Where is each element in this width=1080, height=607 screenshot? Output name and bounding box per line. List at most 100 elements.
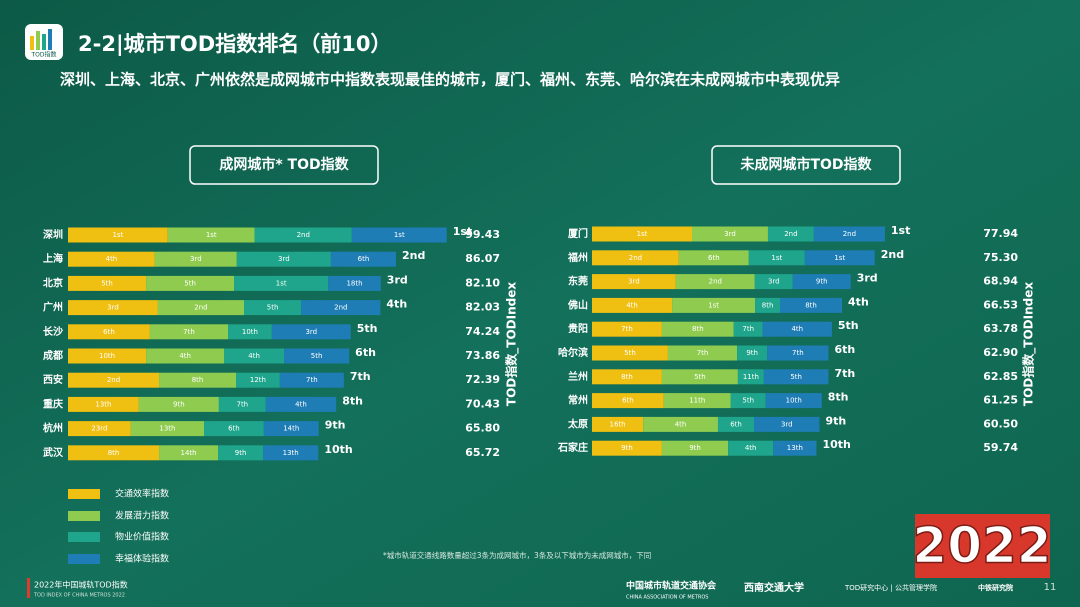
segment-rank: 2nd [629,254,642,262]
index-value: 65.80 [465,422,500,435]
bar-segment [301,300,381,316]
bar-segment [773,440,817,456]
segment-rank: 8th [805,301,817,309]
segment-rank: 8th [192,376,204,384]
category-label: 常州 [568,394,588,407]
index-value: 74.24 [465,325,500,338]
segment-rank: 13th [787,444,803,452]
segment-rank: 4th [791,325,803,333]
badge-box [915,514,1050,578]
bar-segment [146,275,235,291]
index-value: 62.85 [983,370,1018,383]
segment-rank: 1st [834,254,845,262]
bar-segment [592,226,693,242]
bar-segment [762,321,832,337]
overall-rank: 8th [828,391,849,404]
category-label: 东莞 [568,275,588,288]
category-label: 贵阳 [568,322,588,335]
bar-segment [204,421,264,437]
legend-label: 物业价值指数 [115,531,169,543]
bar-segment [672,297,756,313]
segment-rank: 7th [697,349,709,357]
overall-rank: 1st [891,224,910,237]
bar-segment [68,421,131,437]
index-value: 60.50 [983,417,1018,430]
bar-segment [748,250,805,266]
segment-rank: 5th [267,304,279,312]
category-label: 武汉 [43,446,64,459]
bar-segment [592,250,679,266]
bar-segment [728,440,774,456]
segment-rank: 4th [248,352,260,360]
bar-segment [661,369,738,385]
segment-rank: 1st [112,231,123,239]
overall-rank: 4th [848,295,869,308]
category-label: 北京 [43,276,63,289]
bar-segment [767,345,829,361]
segment-rank: 3rd [190,255,202,263]
bar-segment [271,324,351,340]
overall-rank: 5th [838,319,859,332]
index-value: 77.94 [983,227,1018,240]
footer-marker [27,578,30,598]
page-number: 11 [1044,582,1057,593]
segment-rank: 13th [159,425,175,433]
bar-segment [592,297,673,313]
segment-rank: 1st [276,279,287,287]
segment-rank: 4th [295,400,307,408]
segment-rank: 8th [621,373,633,381]
legend-label: 幸福体验指数 [115,553,169,565]
segment-rank: 4th [179,352,191,360]
overall-rank: 7th [835,367,856,380]
segment-rank: 23rd [91,425,107,433]
bar-segment [68,348,147,364]
legend-swatch [68,489,100,499]
bar-segment [663,393,731,409]
segment-rank: 5th [101,279,113,287]
segment-rank: 6th [730,420,742,428]
bar-segment [351,227,447,243]
bar-segment [263,421,319,437]
index-value: 99.43 [465,228,500,241]
index-value: 86.07 [465,252,500,265]
segment-rank: 1st [637,230,648,238]
segment-rank: 4th [106,255,118,263]
bar-segment [763,369,829,385]
bar-segment [68,251,155,267]
bar-segment [146,348,225,364]
segment-rank: 12th [250,376,266,384]
category-label: 成都 [43,349,63,362]
segment-rank: 1st [708,301,719,309]
bar-segment [592,440,662,456]
bar-segment [236,372,280,388]
bar-segment [592,321,662,337]
y-axis-label: TOD指数_TODIndex [1021,282,1037,406]
category-label: 重庆 [43,397,63,410]
segment-rank: 4th [745,444,757,452]
category-label: 哈尔滨 [558,346,588,359]
segment-rank: 9th [235,449,247,457]
legend-label: 发展潜力指数 [115,510,169,522]
bar-segment [813,226,885,242]
segment-rank: 4th [626,301,638,309]
index-value: 61.25 [983,394,1018,407]
category-label: 佛山 [567,298,588,311]
segment-rank: 6th [103,328,115,336]
bar-segment [328,275,381,291]
segment-rank: 11th [743,373,759,381]
segment-rank: 10th [242,328,258,336]
segment-rank: 7th [183,328,195,336]
overall-rank: 9th [325,419,346,432]
bar-segment [138,396,219,412]
index-value: 62.90 [983,346,1018,359]
category-label: 兰州 [568,370,588,383]
overall-rank: 10th [324,443,352,456]
segment-rank: 14th [283,425,299,433]
bar-segment [592,393,664,409]
bar-segment [68,445,160,461]
segment-rank: 16th [610,420,626,428]
chart-title: 未成网城市TOD指数 [740,156,872,173]
segment-rank: 1st [206,231,217,239]
index-value: 82.03 [465,301,500,314]
legend-label: 交通效率指数 [115,488,169,500]
